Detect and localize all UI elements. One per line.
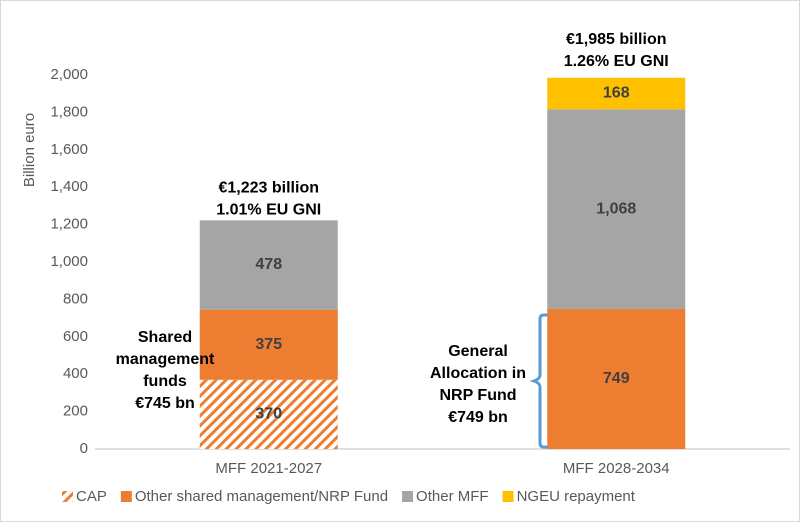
annotation: Shared xyxy=(138,329,192,346)
data-label: 1,068 xyxy=(596,200,636,217)
legend-label: CAP xyxy=(76,488,107,505)
y-tick-label: 800 xyxy=(63,290,88,307)
data-label: 478 xyxy=(255,256,282,273)
bar-segment xyxy=(547,109,686,309)
y-tick-label: 1,600 xyxy=(50,141,88,158)
x-tick-label: MFF 2021-2027 xyxy=(215,460,322,477)
data-label: 168 xyxy=(603,85,630,102)
legend-swatch xyxy=(402,491,414,502)
annotation: €1,223 billion xyxy=(219,180,319,197)
bar-segment xyxy=(199,309,338,380)
brace xyxy=(529,313,552,449)
annotation: 1.01% EU GNI xyxy=(216,202,321,219)
annotation: NRP Fund xyxy=(439,387,516,404)
legend-label: Other MFF xyxy=(416,488,489,505)
data-label: 375 xyxy=(255,336,282,353)
data-label: 749 xyxy=(603,370,630,387)
data-label: 370 xyxy=(255,406,282,423)
y-tick-label: 1,000 xyxy=(50,253,88,270)
y-tick-label: 600 xyxy=(63,328,88,345)
y-tick-label: 1,800 xyxy=(50,103,88,120)
annotation: Allocation in xyxy=(430,365,526,382)
y-tick-label: 2,000 xyxy=(50,66,88,83)
annotation: €745 bn xyxy=(135,395,195,412)
legend-swatch xyxy=(120,491,132,502)
annotation: General xyxy=(448,343,508,360)
bar-segment xyxy=(199,379,338,449)
bar-segment xyxy=(547,77,686,110)
annotation: €749 bn xyxy=(448,409,508,426)
legend-swatch xyxy=(502,491,514,502)
y-tick-label: 400 xyxy=(63,365,88,382)
annotation: management xyxy=(116,351,215,368)
annotation: 1.26% EU GNI xyxy=(564,53,669,70)
y-axis-label: Billion euro xyxy=(21,113,38,187)
y-tick-label: 1,200 xyxy=(50,216,88,233)
bar-segment xyxy=(547,308,686,449)
bar-segment xyxy=(199,220,338,310)
x-tick-label: MFF 2028-2034 xyxy=(563,460,670,477)
legend-swatch xyxy=(62,491,73,502)
y-tick-label: 1,400 xyxy=(50,178,88,195)
y-tick-label: 200 xyxy=(63,403,88,420)
annotation: €1,985 billion xyxy=(566,31,666,48)
legend-label: Other shared management/NRP Fund xyxy=(135,488,388,505)
legend-label: NGEU repayment xyxy=(517,488,636,505)
annotation: funds xyxy=(143,373,187,390)
y-tick-label: 0 xyxy=(80,440,88,457)
